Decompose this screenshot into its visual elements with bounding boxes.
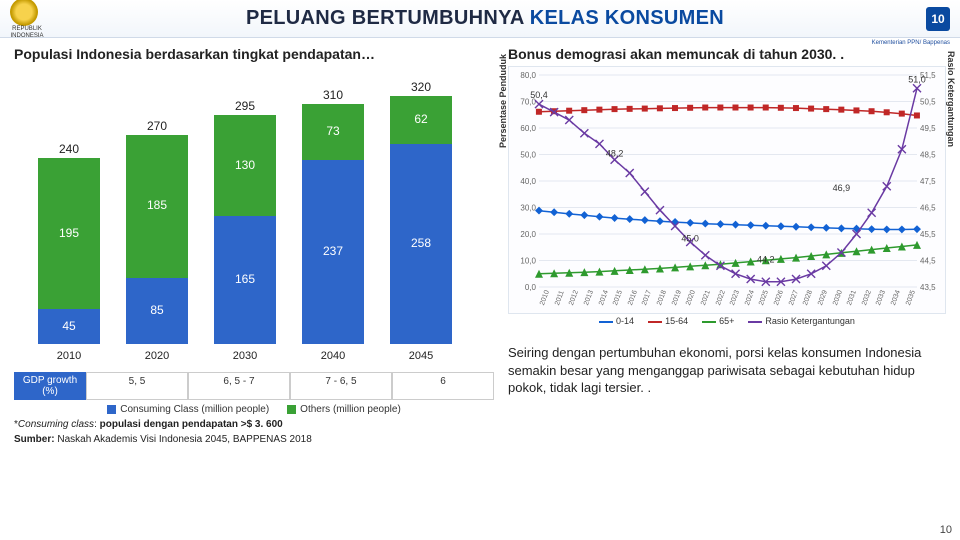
legend-item: 65+	[702, 316, 734, 326]
right-paragraph: Seiring dengan pertumbuhan ekonomi, pors…	[508, 344, 946, 397]
svg-text:45,0: 45,0	[681, 233, 699, 243]
y-axis-left-label: Persentase Penduduk	[498, 54, 508, 148]
right-subtitle: Bonus demograsi akan memuncak di tahun 2…	[508, 46, 946, 62]
page-header: REPUBLIK INDONESIA PELUANG BERTUMBUHNYA …	[0, 0, 960, 38]
garuda-emblem-icon	[10, 0, 38, 26]
title-pre: PELUANG BERTUMBUHNYA	[246, 7, 530, 29]
svg-text:60,0: 60,0	[520, 124, 536, 133]
swatch-consuming-icon	[107, 405, 116, 414]
y-axis-right-label: Rasio Ketergantungan	[946, 51, 956, 147]
svg-text:10,0: 10,0	[520, 257, 536, 266]
line-legend: 0-14 15-64 65+ Rasio Ketergantungan	[508, 316, 946, 326]
svg-text:46,5: 46,5	[920, 204, 936, 213]
svg-text:40,0: 40,0	[520, 177, 536, 186]
legend-consuming-label: Consuming Class (million people)	[120, 404, 269, 415]
svg-text:20,0: 20,0	[520, 230, 536, 239]
legend-item: 0-14	[599, 316, 634, 326]
gdp-growth-row: GDP growth (%) 5, 5 6, 5 - 7 7 - 6, 5 6	[14, 372, 494, 400]
emblem-caption: REPUBLIK INDONESIA	[10, 26, 43, 40]
svg-text:50,4: 50,4	[530, 90, 548, 100]
svg-text:48,2: 48,2	[606, 148, 624, 158]
legend-item: Rasio Ketergantungan	[748, 316, 855, 326]
swatch-others-icon	[287, 405, 296, 414]
svg-text:45,5: 45,5	[920, 230, 936, 239]
right-column: Bonus demograsi akan memuncak di tahun 2…	[494, 46, 946, 445]
legend-others-label: Others (million people)	[300, 404, 401, 415]
legend-consuming: Consuming Class (million people)	[107, 404, 269, 415]
page-title: PELUANG BERTUMBUHNYA KELAS KONSUMEN	[44, 7, 926, 30]
svg-text:30,0: 30,0	[520, 204, 536, 213]
ministry-caption: Kementerian PPN/ Bappenas	[872, 40, 950, 46]
gdp-header: GDP growth (%)	[14, 372, 86, 400]
svg-text:46,9: 46,9	[833, 183, 851, 193]
gdp-cell: 7 - 6, 5	[290, 372, 392, 400]
svg-text:43,5: 43,5	[920, 283, 936, 292]
footnote-source: Sumber: Naskah Akademis Visi Indonesia 2…	[14, 434, 494, 445]
corner-page-number: 10	[940, 524, 952, 536]
svg-text:47,5: 47,5	[920, 177, 936, 186]
svg-text:50,5: 50,5	[920, 98, 936, 107]
svg-text:50,0: 50,0	[520, 151, 536, 160]
left-column: Populasi Indonesia berdasarkan tingkat p…	[14, 46, 494, 445]
gdp-cell: 6	[392, 372, 494, 400]
title-accent: KELAS KONSUMEN	[530, 7, 724, 29]
svg-text:44,5: 44,5	[920, 257, 936, 266]
svg-text:49,5: 49,5	[920, 124, 936, 133]
footnote-consuming-class: *Consuming class: populasi dengan pendap…	[14, 419, 494, 430]
legend-others: Others (million people)	[287, 404, 401, 415]
page-number-badge: 10	[926, 7, 950, 31]
legend-item: 15-64	[648, 316, 688, 326]
emblem-caption-2: INDONESIA	[10, 33, 43, 39]
gdp-cell: 6, 5 - 7	[188, 372, 290, 400]
emblem-caption-1: REPUBLIK	[12, 26, 42, 32]
demographic-line-chart: Persentase Penduduk Rasio Ketergantungan…	[508, 66, 946, 314]
svg-text:48,5: 48,5	[920, 151, 936, 160]
svg-text:51,0: 51,0	[908, 74, 926, 84]
content-area: Populasi Indonesia berdasarkan tingkat p…	[0, 38, 960, 445]
svg-text:0,0: 0,0	[525, 283, 537, 292]
bar-legend: Consuming Class (million people) Others …	[14, 404, 494, 415]
population-bar-chart: 2401954520102701858520202951301652030310…	[14, 66, 474, 366]
left-subtitle: Populasi Indonesia berdasarkan tingkat p…	[14, 46, 494, 62]
gdp-cell: 5, 5	[86, 372, 188, 400]
svg-text:80,0: 80,0	[520, 71, 536, 80]
svg-text:44,2: 44,2	[757, 254, 775, 264]
